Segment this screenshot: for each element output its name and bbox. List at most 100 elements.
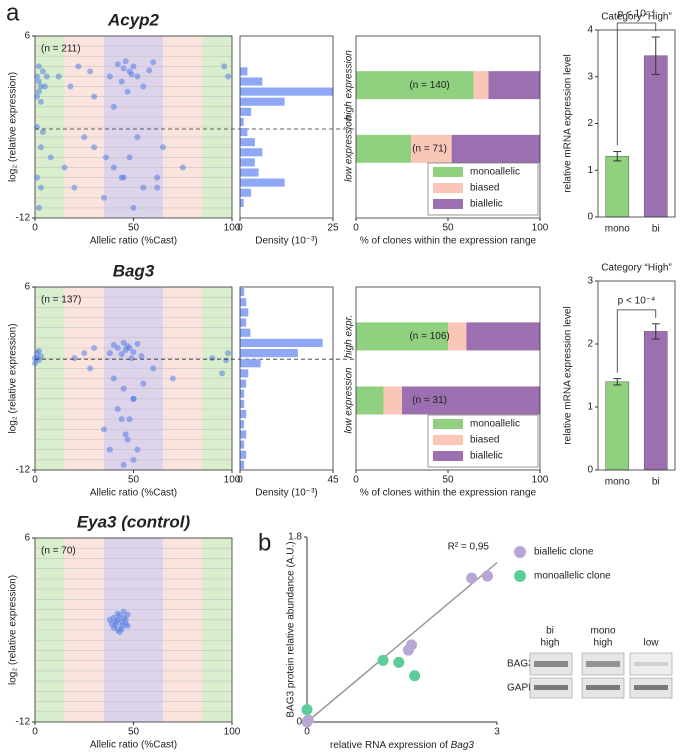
error-bar (613, 378, 622, 386)
x-tick-label: 0 (353, 223, 359, 234)
legend-label: biallelic clone (534, 547, 594, 558)
bar-segment (402, 386, 540, 415)
bar-segment (383, 386, 402, 415)
point (409, 670, 421, 682)
bar-annotation: (n = 71) (412, 143, 447, 154)
bar (240, 450, 247, 459)
x-tick-label: bi (652, 224, 660, 235)
point (301, 704, 313, 716)
blot-band (586, 661, 620, 667)
bar-segment (356, 322, 448, 351)
y-tick-label: 3 (587, 71, 593, 82)
point (100, 426, 107, 433)
bar (240, 77, 263, 86)
x-tick-label: 0 (32, 475, 38, 486)
bar (240, 178, 285, 187)
point (118, 78, 125, 85)
chart-title: Category “High” (601, 263, 672, 274)
blot-row-label: GAPDH (507, 683, 543, 694)
point (150, 59, 157, 66)
y-axis-label: relative mRNA expression level (563, 54, 574, 192)
x-axis-label: Allelic ratio (%Cast) (90, 488, 177, 499)
point (124, 88, 131, 95)
point (114, 406, 121, 412)
bar (605, 381, 630, 471)
bar (240, 308, 249, 317)
point (140, 83, 147, 90)
x-axis-label: Allelic ratio (%Cast) (90, 740, 177, 751)
point (37, 144, 44, 151)
x-tick-label: 100 (532, 223, 549, 234)
legend-box (508, 538, 638, 582)
bar (240, 420, 245, 429)
y-tick-label: 1 (587, 402, 593, 413)
point (154, 174, 161, 181)
significance-bracket (616, 22, 657, 146)
point (169, 375, 176, 382)
point (106, 73, 113, 80)
legend-label: biased (470, 183, 499, 194)
point (134, 446, 141, 453)
point (221, 63, 228, 70)
point (134, 134, 141, 141)
point (118, 625, 125, 632)
point (110, 103, 117, 110)
error-bar (651, 323, 660, 340)
point (150, 365, 157, 372)
fit-line (306, 562, 498, 723)
point (114, 61, 121, 68)
point (377, 654, 389, 666)
point (118, 416, 125, 423)
bar (643, 55, 668, 218)
blot-column-label: high (594, 638, 613, 649)
chart-title: Eya3 (control) (77, 512, 191, 531)
point (124, 436, 131, 443)
bar (240, 298, 247, 307)
x-tick-label: 50 (442, 475, 454, 486)
y-tick-label: -12 (16, 717, 31, 728)
x-tick-label: 50 (128, 223, 140, 234)
point (118, 174, 125, 181)
blot-column-label: mono (590, 626, 615, 637)
annotation: (n = 211) (41, 44, 81, 55)
point (118, 351, 125, 358)
x-tick-label: 100 (224, 223, 241, 234)
legend-label: biased (470, 435, 499, 446)
legend-label: monoallelic clone (534, 571, 611, 582)
bar (240, 188, 252, 197)
point (75, 63, 82, 70)
bar (240, 148, 263, 157)
y-tick-label: 6 (24, 31, 30, 42)
x-axis-label: Density (10⁻³) (255, 488, 318, 499)
point (33, 174, 40, 181)
y-tick-label: 4 (587, 25, 593, 36)
point (219, 370, 226, 377)
point (209, 355, 216, 362)
panel-label: b (258, 529, 271, 556)
point (39, 68, 46, 75)
point (134, 340, 141, 347)
y-axis-label: log₂ (relative expression) (8, 72, 19, 182)
x-tick-label: 0 (304, 727, 310, 738)
point (126, 345, 133, 351)
point (102, 154, 109, 161)
x-tick-label: 100 (224, 727, 241, 738)
point (128, 71, 135, 78)
point (223, 357, 230, 364)
point (393, 656, 405, 668)
y-tick-label: 0 (296, 717, 302, 728)
point (160, 144, 167, 151)
bar (240, 138, 255, 147)
point (37, 98, 44, 105)
legend-marker (514, 546, 526, 558)
legend-swatch (433, 435, 463, 445)
bar-segment (488, 71, 540, 100)
y-tick-label: 2 (587, 339, 593, 350)
blot-band (586, 685, 620, 690)
x-tick-label: 50 (128, 727, 140, 738)
bar (240, 107, 252, 116)
legend-label: monoallelic (470, 167, 520, 178)
point (120, 385, 127, 392)
x-tick-label: 0 (237, 223, 243, 234)
y-axis-label: BAG3 protein relative abundance (A.U.) (286, 541, 297, 717)
